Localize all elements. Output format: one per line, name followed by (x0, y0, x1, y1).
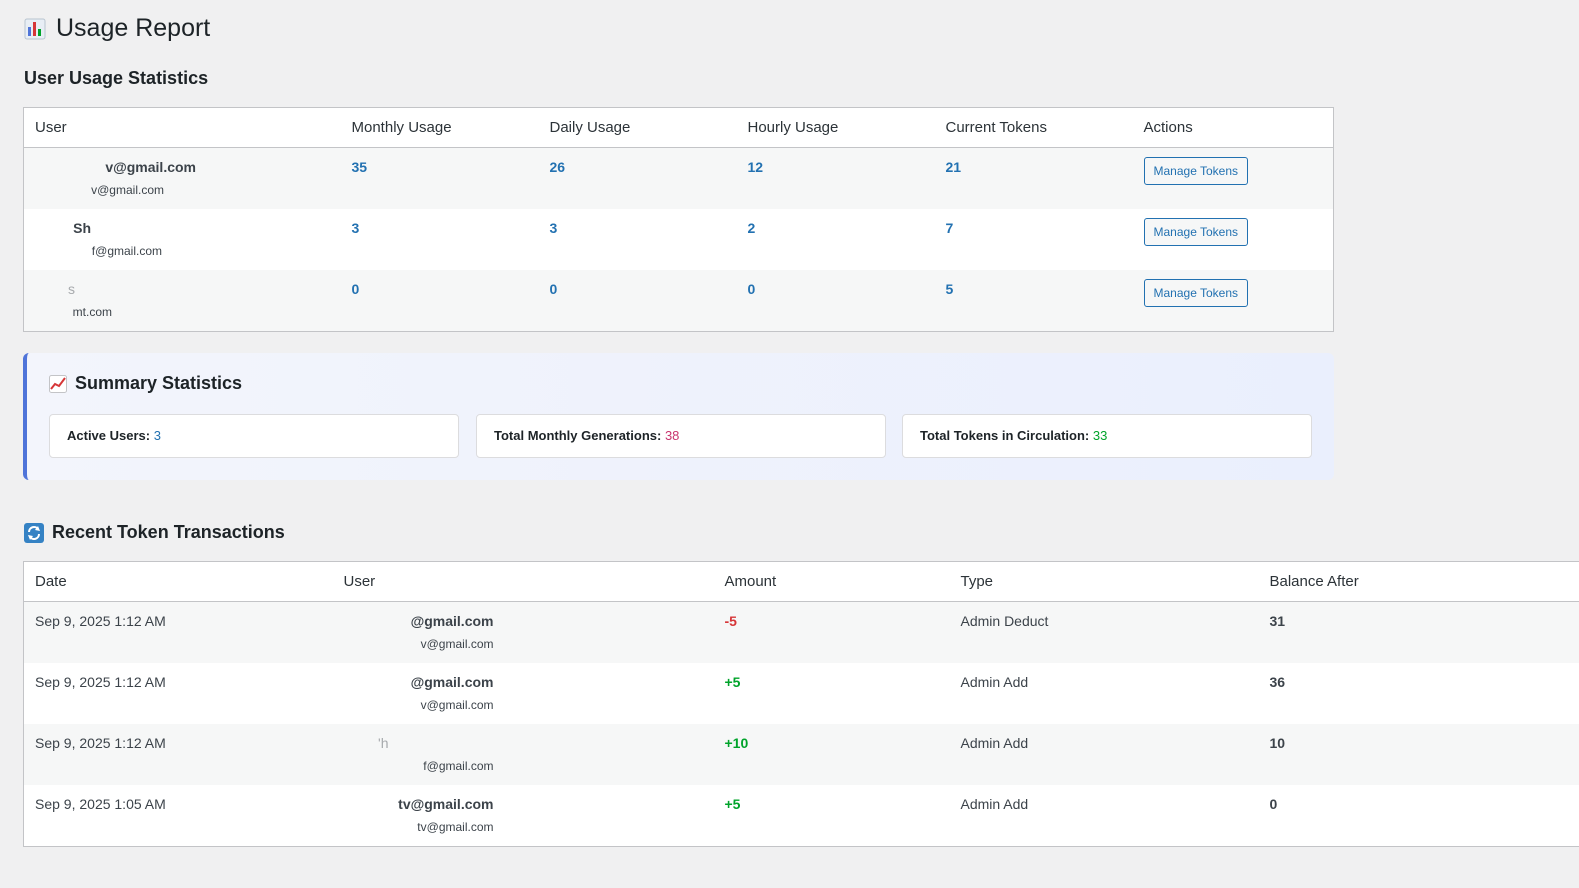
column-header-date: Date (23, 561, 333, 602)
current-tokens-value: 7 (945, 220, 954, 236)
transactions-heading-text: Recent Token Transactions (52, 522, 285, 542)
summary-panel: Summary Statistics Active Users: 3 Total… (23, 353, 1334, 480)
monthly-usage-value: 0 (351, 281, 360, 297)
user-email: v@gmail.com (420, 698, 494, 712)
user-cell: tv@gmail.com tv@gmail.com (333, 785, 714, 847)
column-header-user: User (332, 561, 714, 602)
user-cell: s mt.com (23, 270, 341, 332)
column-header-balance: Balance After (1258, 561, 1579, 602)
monthly-generations-card: Total Monthly Generations: 38 (476, 414, 886, 458)
refresh-icon (24, 522, 44, 543)
manage-tokens-button[interactable]: Manage Tokens (1143, 157, 1249, 185)
table-row: Sep 9, 2025 1:12 AM @gmail.com v@gmail.c… (24, 663, 1579, 724)
usage-header-row: User Monthly Usage Daily Usage Hourly Us… (23, 107, 1334, 148)
tokens-circulation-card: Total Tokens in Circulation: 33 (902, 414, 1312, 458)
transactions-table: Date User Amount Type Balance After Sep … (23, 561, 1579, 847)
bar-chart-icon (24, 18, 46, 40)
user-name: @gmail.com (410, 613, 494, 629)
user-email: tv@gmail.com (417, 820, 494, 834)
column-header-daily: Daily Usage (538, 107, 737, 148)
user-email: v@gmail.com (91, 183, 164, 197)
transactions-header-row: Date User Amount Type Balance After (23, 561, 1579, 602)
page-title: Usage Report (24, 14, 210, 43)
transactions-heading: Recent Token Transactions (24, 522, 285, 543)
monthly-usage-value: 3 (351, 220, 360, 236)
amount-value: -5 (724, 613, 737, 629)
daily-usage-value: 3 (549, 220, 558, 236)
user-email: v@gmail.com (420, 637, 494, 651)
date-cell: Sep 9, 2025 1:05 AM (35, 796, 166, 812)
summary-heading: Summary Statistics (49, 373, 242, 394)
user-name: 'h (378, 735, 389, 751)
table-row: Sep 9, 2025 1:12 AM 'h f@gmail.com +10 A… (23, 724, 1579, 785)
manage-tokens-button[interactable]: Manage Tokens (1143, 279, 1249, 307)
amount-value: +5 (724, 796, 741, 812)
balance-value: 36 (1269, 674, 1286, 690)
usage-heading: User Usage Statistics (24, 68, 209, 88)
manage-tokens-button[interactable]: Manage Tokens (1143, 218, 1249, 246)
user-email: f@gmail.com (423, 759, 494, 773)
hourly-usage-value: 12 (747, 159, 764, 175)
type-cell: Admin Add (960, 674, 1029, 690)
active-users-label: Active Users: (67, 428, 151, 443)
column-header-tokens: Current Tokens (934, 107, 1133, 148)
hourly-usage-value: 2 (747, 220, 756, 236)
column-header-actions: Actions (1132, 107, 1334, 148)
table-row: v@gmail.com v@gmail.com 35 26 12 21 Mana… (23, 147, 1334, 209)
trend-up-chart-icon (49, 374, 67, 393)
type-cell: Admin Deduct (949, 601, 1259, 663)
monthly-usage-value: 35 (351, 159, 368, 175)
summary-heading-text: Summary Statistics (75, 373, 243, 393)
user-name: v@gmail.com (105, 159, 196, 175)
user-name: s (68, 281, 75, 297)
tokens-circulation-value: 33 (1092, 428, 1108, 443)
daily-usage-value: 0 (549, 281, 558, 297)
date-cell: Sep 9, 2025 1:12 AM (23, 724, 333, 785)
type-cell: Admin Add (960, 796, 1029, 812)
balance-value: 10 (1269, 735, 1286, 751)
amount-value: +10 (724, 735, 749, 751)
column-header-user: User (23, 107, 341, 148)
date-cell: Sep 9, 2025 1:12 AM (35, 674, 166, 690)
balance-value: 31 (1269, 613, 1286, 629)
current-tokens-value: 21 (945, 159, 962, 175)
table-row: Sep 9, 2025 1:12 AM @gmail.com v@gmail.c… (23, 601, 1579, 663)
active-users-card: Active Users: 3 (49, 414, 459, 458)
user-email: f@gmail.com (91, 244, 162, 258)
table-row: Sh f@gmail.com 3 3 2 7 Manage Tokens (24, 209, 1334, 270)
tokens-circulation-label: Total Tokens in Circulation: (920, 428, 1090, 443)
table-row: s mt.com 0 0 0 5 Manage Tokens (23, 270, 1334, 332)
user-cell: v@gmail.com v@gmail.com (23, 147, 341, 209)
page-title-text: Usage Report (56, 14, 211, 42)
monthly-generations-label: Total Monthly Generations: (494, 428, 662, 443)
table-row: Sep 9, 2025 1:05 AM tv@gmail.com tv@gmai… (24, 785, 1579, 847)
amount-value: +5 (724, 674, 741, 690)
column-header-monthly: Monthly Usage (340, 107, 539, 148)
user-email: mt.com (72, 305, 112, 319)
balance-value: 0 (1269, 796, 1278, 812)
date-cell: Sep 9, 2025 1:12 AM (23, 601, 333, 663)
user-cell: Sh f@gmail.com (24, 209, 341, 270)
active-users-value: 3 (153, 428, 161, 443)
column-header-hourly: Hourly Usage (736, 107, 935, 148)
user-name: Sh (73, 220, 91, 236)
monthly-generations-value: 38 (664, 428, 680, 443)
usage-table: User Monthly Usage Daily Usage Hourly Us… (23, 107, 1334, 332)
user-name: @gmail.com (410, 674, 494, 690)
column-header-amount: Amount (713, 561, 950, 602)
user-name: tv@gmail.com (398, 796, 494, 812)
user-cell: @gmail.com v@gmail.com (333, 663, 714, 724)
daily-usage-value: 26 (549, 159, 566, 175)
current-tokens-value: 5 (945, 281, 954, 297)
user-cell: 'h f@gmail.com (332, 724, 714, 785)
column-header-type: Type (949, 561, 1259, 602)
type-cell: Admin Add (949, 724, 1259, 785)
user-cell: @gmail.com v@gmail.com (332, 601, 714, 663)
hourly-usage-value: 0 (747, 281, 756, 297)
